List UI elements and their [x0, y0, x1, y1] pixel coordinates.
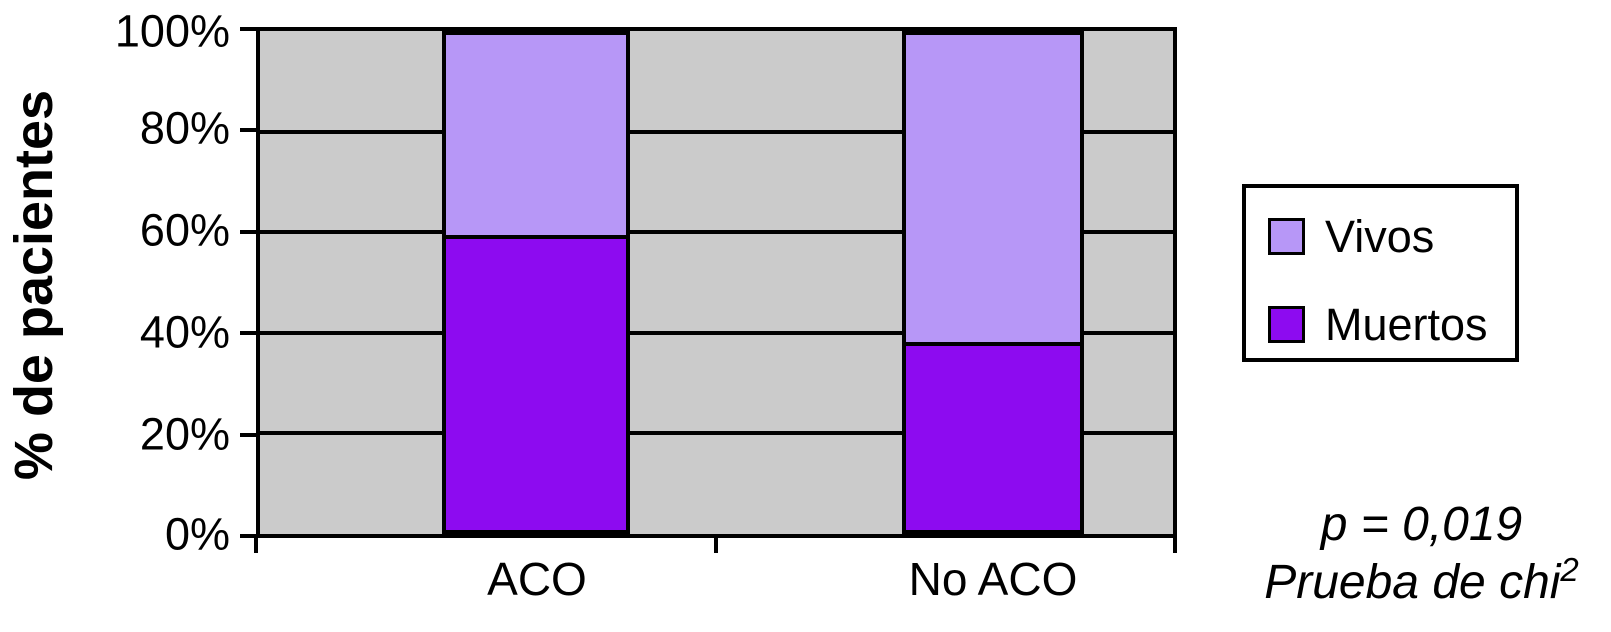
bar-no-aco-vivos-segment	[905, 35, 1081, 342]
legend-entry-vivos: Vivos	[1268, 214, 1434, 259]
stat-annotation: p = 0,019 Prueba de chi2	[1232, 496, 1611, 611]
test-name-text: Prueba de chi2	[1264, 550, 1579, 609]
y-tick-mark-20	[240, 433, 256, 437]
bar-aco-muertos-segment	[445, 235, 626, 530]
legend-box: Vivos Muertos	[1242, 184, 1519, 362]
gridline-80	[260, 129, 1173, 134]
x-tick-mark-left	[254, 538, 258, 553]
y-tick-mark-80	[240, 128, 256, 132]
p-value-text: p = 0,019	[1320, 498, 1523, 551]
y-tick-mark-40	[240, 331, 256, 335]
gridline-40	[260, 330, 1173, 335]
bar-no-aco-muertos-segment	[905, 341, 1081, 530]
y-tick-mark-60	[240, 230, 256, 234]
gridline-20	[260, 431, 1173, 436]
legend-label-vivos: Vivos	[1325, 211, 1435, 262]
y-tick-label-60: 60%	[139, 204, 230, 256]
plot-area	[256, 27, 1177, 538]
legend-swatch-vivos	[1268, 218, 1305, 255]
legend-label-muertos: Muertos	[1325, 299, 1488, 350]
bar-aco	[441, 31, 630, 534]
y-tick-label-100: 100%	[114, 5, 230, 57]
chi-squared-superscript: 2	[1560, 550, 1579, 588]
legend-swatch-muertos	[1268, 306, 1305, 343]
y-tick-label-0: 0%	[164, 508, 230, 560]
y-tick-label-40: 40%	[139, 306, 230, 358]
x-category-label-aco: ACO	[487, 553, 587, 605]
y-tick-label-80: 80%	[139, 102, 230, 154]
x-category-label-no-aco: No ACO	[908, 553, 1078, 605]
y-tick-label-20: 20%	[139, 408, 230, 460]
bar-aco-vivos-segment	[445, 35, 626, 236]
y-tick-mark-0	[240, 534, 256, 538]
legend-entry-muertos: Muertos	[1268, 302, 1488, 347]
x-tick-mark-right	[1173, 538, 1177, 553]
gridline-60	[260, 230, 1173, 235]
y-tick-mark-100	[240, 27, 256, 31]
x-tick-mark-middle	[714, 538, 718, 553]
bar-no-aco	[901, 31, 1085, 534]
